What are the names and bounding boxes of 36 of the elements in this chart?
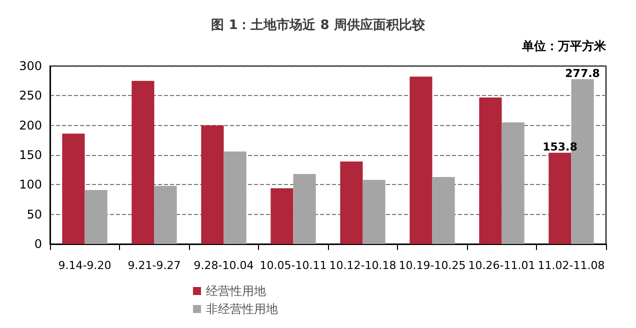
bar [224,151,246,244]
bar [84,190,108,244]
bar [62,134,85,244]
x-tick-label: 10.05-10.11 [260,259,327,272]
chart-title: 图 1：土地市场近 8 周供应面积比较 [211,17,426,33]
bar [270,188,294,244]
y-tick-label: 250 [19,88,42,103]
bar [432,176,455,244]
x-tick-label: 9.21-9.27 [128,259,181,272]
y-tick-label: 150 [19,148,42,162]
bar [479,97,502,244]
text: 单位：万平方米 [521,39,607,53]
data-label: 277.8 [565,67,600,80]
bar [154,186,177,244]
legend-label: 非经营性用地 [206,302,278,316]
y-tick-label: 300 [19,59,42,73]
y-tick-label: 50 [26,207,42,222]
bar [362,180,386,244]
bar [201,125,224,244]
x-tick-label: 10.19-10.25 [398,259,466,272]
x-tick-label: 10.26-11.01 [468,259,536,272]
legend-label: 经营性用地 [206,284,266,298]
x-tick-label: 11.02-11.08 [538,259,605,272]
x-tick-label: 10.12-10.18 [329,259,396,272]
data-label: 153.8 [542,140,578,154]
bar [502,122,524,244]
bar [340,162,363,244]
y-tick-label: 200 [19,118,42,132]
bar [293,174,316,244]
x-tick-label: 9.14-9.20 [58,259,112,272]
y-tick-label: 100 [19,178,42,192]
bar [410,76,432,244]
y-tick-label: 0 [34,237,42,251]
x-tick-label: 9.28-10.04 [194,259,254,272]
bar [132,80,154,244]
bar [548,152,572,244]
